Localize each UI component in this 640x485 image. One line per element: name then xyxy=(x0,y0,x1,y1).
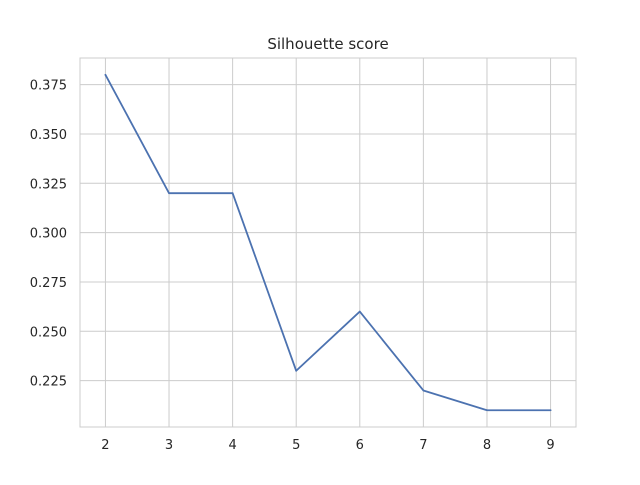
y-tick-label: 0.225 xyxy=(30,375,67,390)
x-tick-label: 4 xyxy=(228,438,236,453)
y-tick-label: 0.350 xyxy=(30,128,67,143)
x-tick-label: 7 xyxy=(419,438,427,453)
y-tick-label: 0.250 xyxy=(30,325,67,340)
data-point xyxy=(104,73,107,76)
data-point xyxy=(231,192,234,194)
x-tick-label: 3 xyxy=(165,438,173,453)
x-tick-label: 5 xyxy=(292,438,300,453)
x-tick-label: 9 xyxy=(546,438,554,453)
y-tick-label: 0.300 xyxy=(30,227,67,242)
data-point xyxy=(486,409,488,412)
y-tick-label: 0.275 xyxy=(30,276,67,291)
plot-frame xyxy=(79,57,577,428)
x-tick-label: 2 xyxy=(101,438,109,453)
data-point xyxy=(422,389,425,392)
data-point xyxy=(358,310,361,313)
data-point xyxy=(168,192,170,194)
chart-title: Silhouette score xyxy=(267,35,388,53)
series-layer xyxy=(104,73,552,412)
grid xyxy=(80,58,576,427)
y-tick-label: 0.375 xyxy=(30,79,67,94)
y-axis-ticks: 0.225 0.250 0.275 0.300 0.325 0.350 0.375 xyxy=(30,79,67,390)
data-point xyxy=(549,409,552,412)
series-line-0 xyxy=(104,73,552,412)
data-point xyxy=(295,369,298,372)
x-tick-label: 6 xyxy=(356,438,364,453)
y-tick-label: 0.325 xyxy=(30,177,67,192)
x-tick-label: 8 xyxy=(483,438,491,453)
x-axis-ticks: 2 3 4 5 6 7 8 9 xyxy=(101,438,554,453)
